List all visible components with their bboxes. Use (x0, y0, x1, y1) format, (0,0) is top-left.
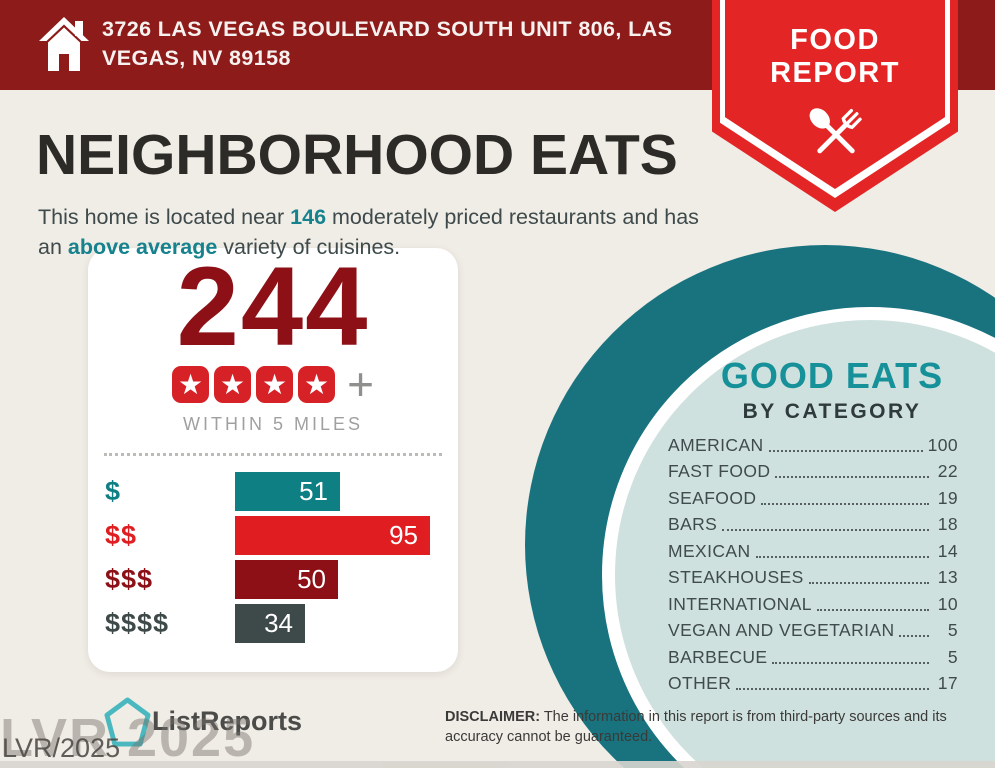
category-label: OTHER (668, 673, 732, 693)
plus-icon: + (347, 358, 374, 410)
category-list: AMERICAN 100 FAST FOOD 22 SEAFOOD 19 BARS 18… (668, 429, 958, 694)
disclaimer: DISCLAIMER: The information in this repo… (445, 708, 967, 747)
category-label: BARBECUE (668, 646, 768, 667)
category-row: INTERNATIONAL 10 (668, 588, 958, 615)
star-icon: ★ (256, 366, 294, 403)
category-value: 22 (937, 461, 958, 481)
category-row: BARBECUE 5 (668, 641, 958, 668)
disclaimer-label: DISCLAIMER: (445, 709, 541, 725)
category-row: VEGAN AND VEGETARIAN 5 (668, 615, 958, 642)
price-label: $$$$ (105, 608, 170, 638)
bar-value: 95 (389, 520, 418, 550)
category-value: 100 (927, 434, 958, 455)
property-address: 3726 Las Vegas Boulevard South Unit 806,… (102, 17, 673, 70)
bar: 95 (235, 516, 430, 555)
disclaimer-text: The information in this report is from t… (445, 709, 947, 745)
category-row: FAST FOOD 22 (668, 456, 958, 483)
dotted-leader (768, 449, 923, 452)
intro-text: This home is located near (38, 205, 291, 229)
intro-sentence: This home is located near 146 moderately… (38, 202, 728, 262)
bar-value: 51 (299, 476, 328, 506)
watermark-large: LVR 2025 (0, 708, 256, 768)
star-icon: ★ (172, 366, 210, 403)
dotted-divider (104, 453, 442, 456)
category-row: OTHER 17 (668, 668, 958, 695)
category-label: AMERICAN (668, 434, 764, 455)
listreports-brand-name: ListReports (152, 706, 303, 736)
price-label: $ (105, 476, 122, 506)
category-label: SEAFOOD (668, 487, 757, 508)
bar-row-one-dollar: $ 51 (105, 472, 441, 511)
price-label: $$$ (105, 564, 154, 594)
dotted-leader (761, 502, 929, 505)
good-eats-subtitle: BY CATEGORY (742, 400, 922, 423)
listreports-logo-icon (104, 697, 151, 747)
category-label: INTERNATIONAL (668, 593, 812, 614)
dotted-leader (899, 635, 929, 637)
bar-row-four-dollar: $$$$ 34 (105, 604, 441, 643)
category-value: 18 (937, 514, 958, 534)
intro-text: variety of cuisines. (217, 235, 401, 259)
price-label: $$ (105, 520, 138, 550)
price-level-bar-chart: $ 51 $$ 95 $$$ 50 $$$$ 34 (105, 472, 441, 643)
dotted-leader (775, 476, 929, 478)
page-title: NEIGHBORHOOD EATS (36, 123, 678, 187)
intro-text: moderately priced restaurants and has an (38, 205, 699, 259)
category-row: STEAKHOUSES 13 (668, 562, 958, 589)
ribbon-title-line1: FOOD (790, 24, 880, 56)
ribbon-title: FOOD REPORT (712, 24, 958, 90)
bar: 50 (235, 560, 338, 599)
dotted-leader (755, 555, 929, 558)
restaurant-total-count: 244 (176, 244, 370, 369)
good-eats-title: GOOD EATS (720, 355, 944, 396)
dotted-leader (816, 608, 929, 611)
star-rating: ★ ★ ★ ★ + (88, 358, 458, 410)
restaurant-stats-card: 244 ★ ★ ★ ★ + WITHIN 5 MILES $ 51 $$ 95 … (88, 248, 458, 672)
category-label: VEGAN AND VEGETARIAN (668, 620, 895, 640)
dotted-leader (722, 529, 929, 531)
category-label: STEAKHOUSES (668, 567, 804, 587)
bar-row-two-dollar: $$ 95 (105, 516, 441, 555)
category-value: 17 (937, 673, 958, 693)
ribbon-title-line2: REPORT (770, 57, 900, 89)
category-value: 10 (937, 593, 958, 614)
watermark-small: LVR/2025 (2, 733, 121, 763)
star-icon: ★ (214, 366, 252, 403)
star-icon: ★ (298, 366, 336, 403)
category-value: 5 (947, 646, 958, 667)
good-eats-heading: GOOD EATS BY CATEGORY (637, 355, 995, 424)
dotted-leader (772, 661, 929, 664)
category-label: FAST FOOD (668, 461, 771, 481)
category-label: BARS (668, 514, 718, 534)
category-label: MEXICAN (668, 540, 751, 561)
bar: 51 (235, 472, 340, 511)
radius-caption: WITHIN 5 MILES (182, 414, 363, 434)
bar-value: 50 (297, 564, 326, 594)
category-row: AMERICAN 100 (668, 429, 958, 456)
bar-row-three-dollar: $$$ 50 (105, 560, 441, 599)
category-value: 19 (937, 487, 958, 508)
restaurant-count-highlight: 146 (290, 205, 327, 229)
category-value: 14 (937, 540, 958, 561)
house-icon (39, 17, 89, 71)
category-row: MEXICAN 14 (668, 535, 958, 562)
bar: 34 (235, 604, 305, 643)
dotted-leader (736, 688, 929, 690)
food-report-ribbon: FOOD REPORT (712, 0, 958, 212)
dotted-leader (808, 582, 929, 584)
category-row: BARS 18 (668, 509, 958, 536)
variety-highlight: above average (67, 235, 218, 259)
bar-value: 34 (264, 608, 293, 638)
bottom-edge-strip (0, 761, 995, 768)
category-value: 13 (937, 567, 958, 587)
crossed-utensils-icon (809, 108, 862, 154)
category-value: 5 (947, 620, 958, 640)
category-row: SEAFOOD 19 (668, 482, 958, 509)
